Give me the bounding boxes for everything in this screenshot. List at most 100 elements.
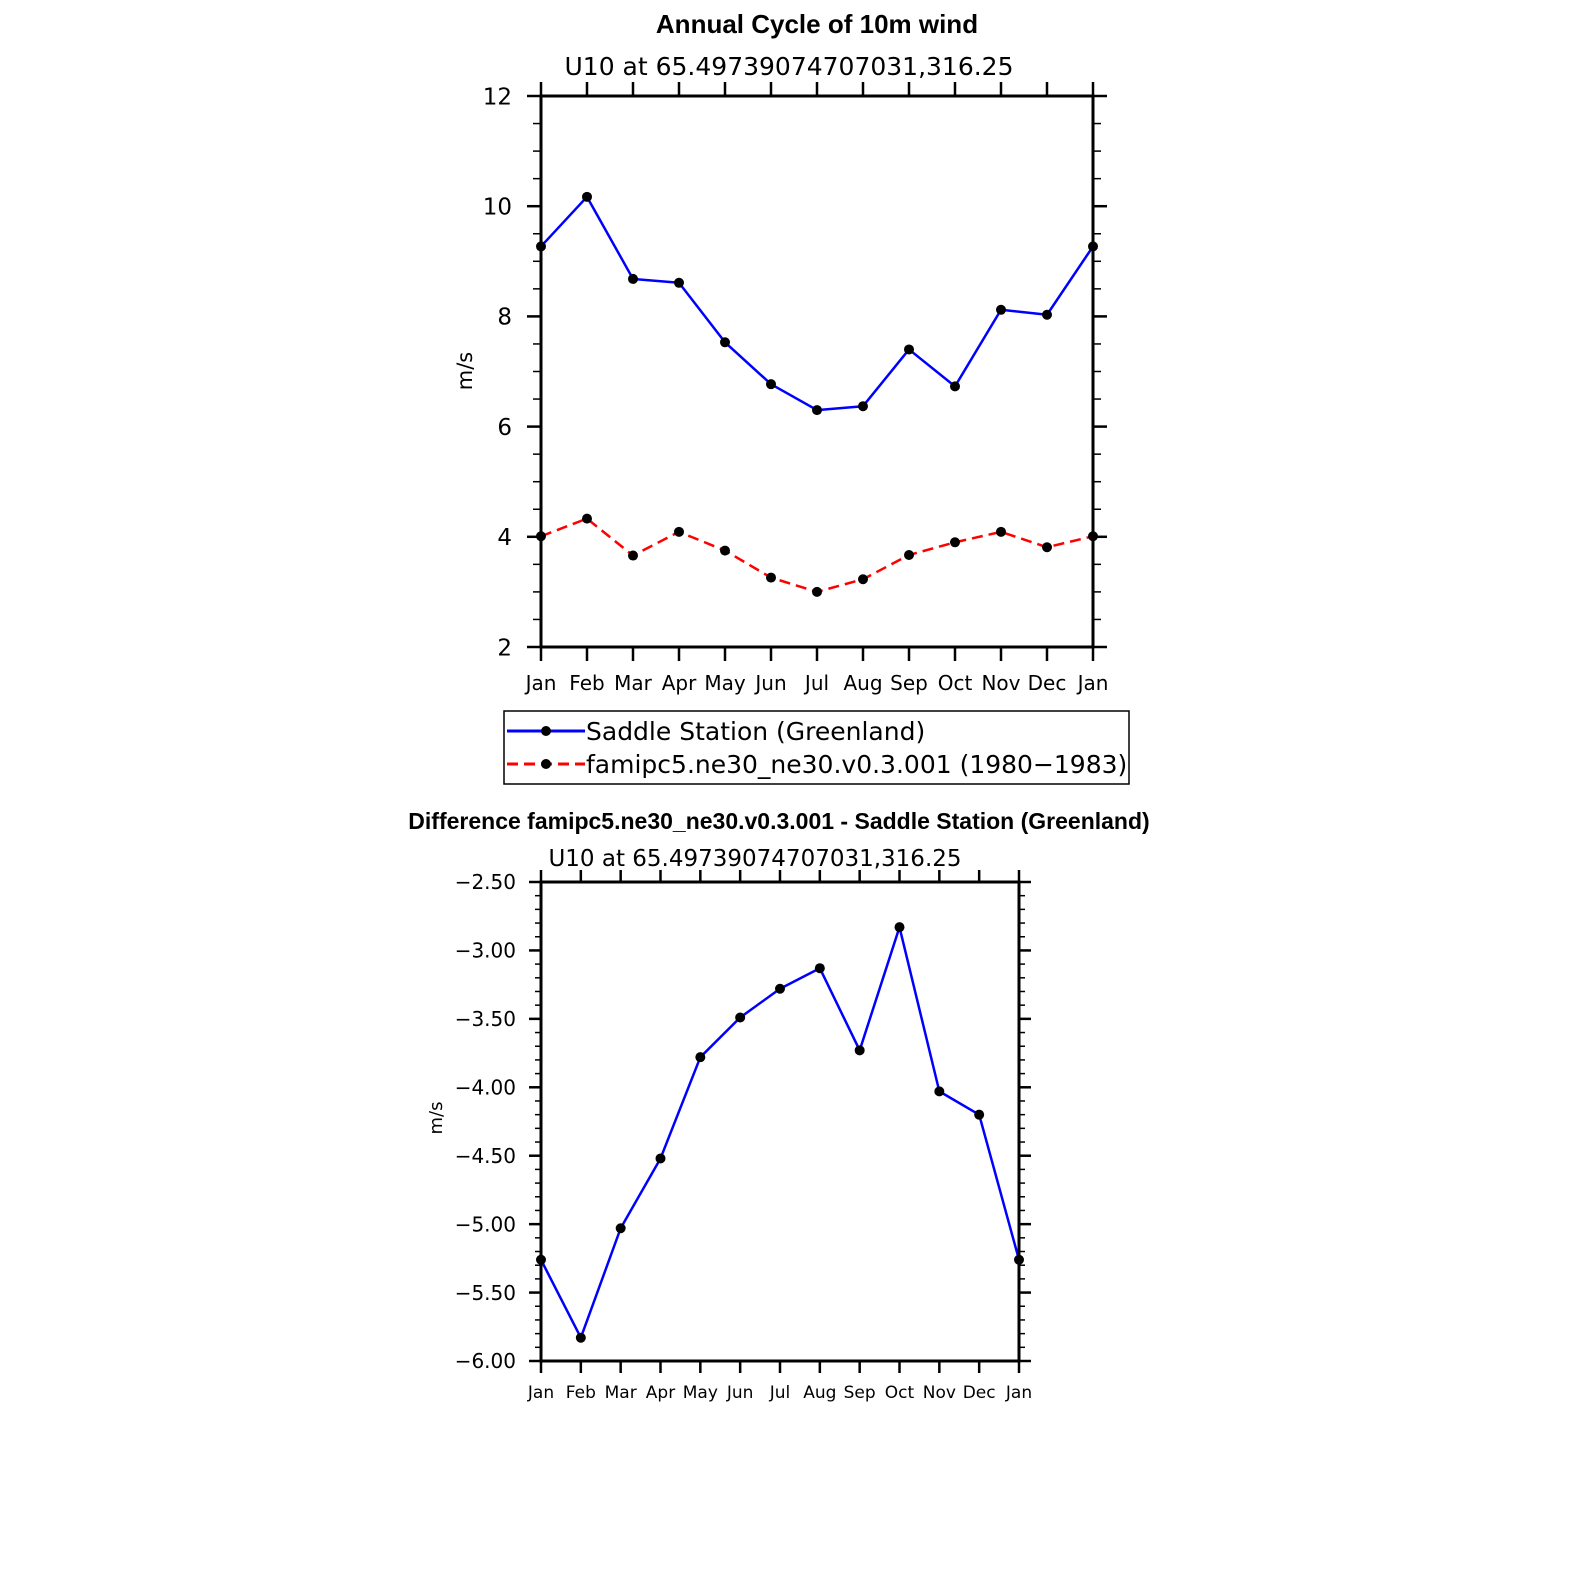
axis-ticks bbox=[527, 82, 1107, 661]
x-tick-label: Aug bbox=[843, 671, 882, 695]
x-tick-label: Mar bbox=[605, 1383, 637, 1403]
data-point bbox=[934, 1086, 945, 1097]
x-tick-label: Aug bbox=[803, 1383, 836, 1403]
data-point bbox=[858, 574, 868, 585]
data-point bbox=[996, 304, 1006, 315]
data-point bbox=[766, 572, 776, 583]
y-tick-label: −3.00 bbox=[455, 939, 516, 963]
data-point bbox=[582, 513, 592, 524]
y-tick-label: −6.00 bbox=[455, 1349, 516, 1373]
data-point bbox=[974, 1109, 985, 1120]
chart-subtitle: U10 at 65.49739074707031,316.25 bbox=[548, 846, 961, 872]
data-point bbox=[695, 1052, 706, 1063]
x-tick-label: Dec bbox=[1028, 671, 1067, 695]
x-tick-label: Mar bbox=[614, 671, 653, 695]
series-group bbox=[536, 922, 1024, 1343]
x-tick-label: Apr bbox=[662, 671, 697, 695]
chart-title: Annual Cycle of 10m wind bbox=[656, 9, 978, 39]
data-point bbox=[720, 545, 730, 556]
data-point bbox=[674, 277, 684, 288]
data-point bbox=[575, 1332, 586, 1343]
data-point bbox=[950, 537, 960, 548]
annual-cycle-chart: Annual Cycle of 10m wind U10 at 65.49739… bbox=[453, 9, 1130, 785]
data-point bbox=[814, 963, 825, 974]
y-tick-label: 10 bbox=[483, 194, 512, 220]
y-tick-label: −4.00 bbox=[455, 1075, 516, 1099]
x-tick-label: Sep bbox=[844, 1383, 876, 1403]
y-axis-label: m/s bbox=[426, 1102, 447, 1135]
plot-frame bbox=[539, 880, 1021, 1363]
x-tick-label: Feb bbox=[566, 1383, 596, 1403]
legend-label: Saddle Station (Greenland) bbox=[586, 717, 925, 746]
data-point bbox=[812, 586, 822, 597]
data-point bbox=[775, 983, 785, 994]
series-line-0 bbox=[540, 195, 1095, 412]
data-point bbox=[766, 379, 776, 390]
axis-ticks bbox=[529, 870, 1031, 1373]
x-tick-label: Jul bbox=[769, 1383, 791, 1403]
x-tick-label: Feb bbox=[569, 671, 604, 695]
data-point bbox=[904, 344, 914, 355]
data-point bbox=[1042, 309, 1052, 320]
legend-box bbox=[503, 710, 1130, 785]
difference-chart: Difference famipc5.ne30_ne30.v0.3.001 - … bbox=[408, 808, 1149, 1403]
x-tick-label: Nov bbox=[923, 1383, 956, 1403]
x-tick-label: Sep bbox=[890, 671, 928, 695]
x-tick-label: Jun bbox=[726, 1383, 754, 1403]
tick-labels: Jan Feb Mar Apr May Jun Jul Aug Sep Oct Nov Dec Jan 2… bbox=[483, 84, 1109, 695]
x-tick-label: Oct bbox=[885, 1383, 915, 1403]
legend-entry-observed: Saddle Station (Greenland) bbox=[507, 717, 925, 746]
plot-frame bbox=[539, 94, 1095, 649]
data-point bbox=[894, 922, 905, 933]
data-point bbox=[950, 381, 960, 392]
y-axis-label: m/s bbox=[453, 352, 477, 390]
data-point bbox=[628, 273, 638, 284]
y-tick-label: −5.50 bbox=[455, 1281, 516, 1305]
series-group bbox=[536, 191, 1098, 597]
legend-swatch-marker bbox=[541, 759, 551, 769]
y-tick-label: −2.50 bbox=[455, 870, 516, 894]
legend-label: famipc5.ne30_ne30.v0.3.001 (1980−1983) bbox=[586, 750, 1127, 779]
x-tick-label: Jun bbox=[753, 671, 786, 695]
series-line-1 bbox=[540, 517, 1094, 594]
data-point bbox=[996, 526, 1006, 537]
chart-title: Difference famipc5.ne30_ne30.v0.3.001 - … bbox=[408, 808, 1149, 834]
y-tick-label: 6 bbox=[497, 415, 512, 441]
x-tick-label: Apr bbox=[646, 1383, 675, 1403]
data-point bbox=[615, 1223, 626, 1234]
legend-entry-model: famipc5.ne30_ne30.v0.3.001 (1980−1983) bbox=[507, 750, 1127, 779]
chart-subtitle: U10 at 65.49739074707031,316.25 bbox=[565, 52, 1014, 81]
x-tick-label: Dec bbox=[963, 1383, 996, 1403]
x-tick-label: Jan bbox=[1076, 671, 1109, 695]
data-point bbox=[720, 337, 730, 348]
y-tick-label: −4.50 bbox=[455, 1144, 516, 1168]
data-point bbox=[655, 1153, 666, 1164]
x-tick-label: May bbox=[704, 671, 746, 695]
x-tick-label: May bbox=[683, 1383, 718, 1403]
y-tick-label: 8 bbox=[497, 305, 512, 331]
x-tick-label: Jan bbox=[1005, 1383, 1032, 1403]
x-tick-label: Oct bbox=[938, 671, 973, 695]
y-tick-label: −5.00 bbox=[455, 1212, 516, 1236]
data-point bbox=[812, 405, 822, 416]
x-tick-label: Jan bbox=[524, 671, 557, 695]
data-point bbox=[628, 550, 638, 561]
y-tick-label: −3.50 bbox=[455, 1007, 516, 1031]
data-point bbox=[582, 191, 592, 202]
data-point bbox=[674, 526, 684, 537]
y-tick-label: 4 bbox=[497, 525, 512, 551]
tick-labels: Jan Feb Mar Apr May Jun Jul Aug Sep Oct Nov Dec Jan−… bbox=[455, 870, 1032, 1403]
x-tick-label: Jul bbox=[803, 671, 829, 695]
data-point bbox=[904, 549, 914, 560]
data-point bbox=[858, 401, 868, 412]
data-point bbox=[735, 1012, 746, 1023]
legend-swatch-marker bbox=[541, 726, 551, 736]
data-point bbox=[854, 1045, 865, 1056]
legend: Saddle Station (Greenland) famipc5.ne30_… bbox=[503, 710, 1130, 785]
data-point bbox=[1042, 542, 1052, 553]
x-tick-label: Jan bbox=[527, 1383, 554, 1403]
y-tick-label: 2 bbox=[497, 635, 512, 661]
x-tick-label: Nov bbox=[981, 671, 1020, 695]
y-tick-label: 12 bbox=[483, 84, 512, 110]
